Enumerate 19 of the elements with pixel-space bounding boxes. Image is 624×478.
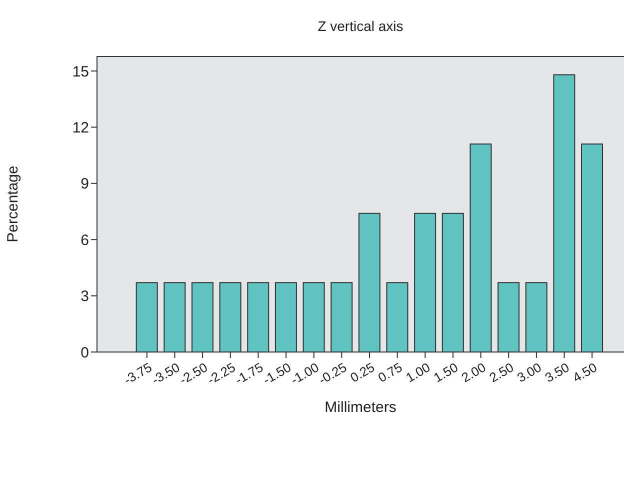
x-tick-label: 2.50	[486, 360, 516, 386]
y-axis-title: Percentage	[4, 166, 22, 242]
y-tick-label: 3	[80, 288, 89, 306]
x-tick-label: 3.00	[514, 360, 544, 386]
y-tick-label: 12	[72, 120, 89, 137]
y-tick-label: 6	[80, 232, 89, 249]
x-axis-title: Millimeters	[324, 399, 396, 416]
y-tick-label: 0	[80, 344, 89, 362]
x-tick-label: 1.50	[431, 360, 460, 386]
y-tick-label: 15	[72, 63, 89, 80]
x-tick-label: 0.75	[375, 360, 405, 386]
x-tick-label: 0.25	[348, 360, 377, 386]
x-tick-label: 2.00	[458, 360, 488, 386]
x-tick-label: 4.50	[570, 360, 600, 386]
x-tick-label: 1.00	[403, 360, 433, 386]
x-tick-label: -3.75	[121, 360, 154, 388]
y-tick-label: 9	[80, 176, 89, 193]
x-tick-label: 3.50	[542, 360, 572, 386]
chart-title: Z vertical axis	[316, 18, 404, 34]
